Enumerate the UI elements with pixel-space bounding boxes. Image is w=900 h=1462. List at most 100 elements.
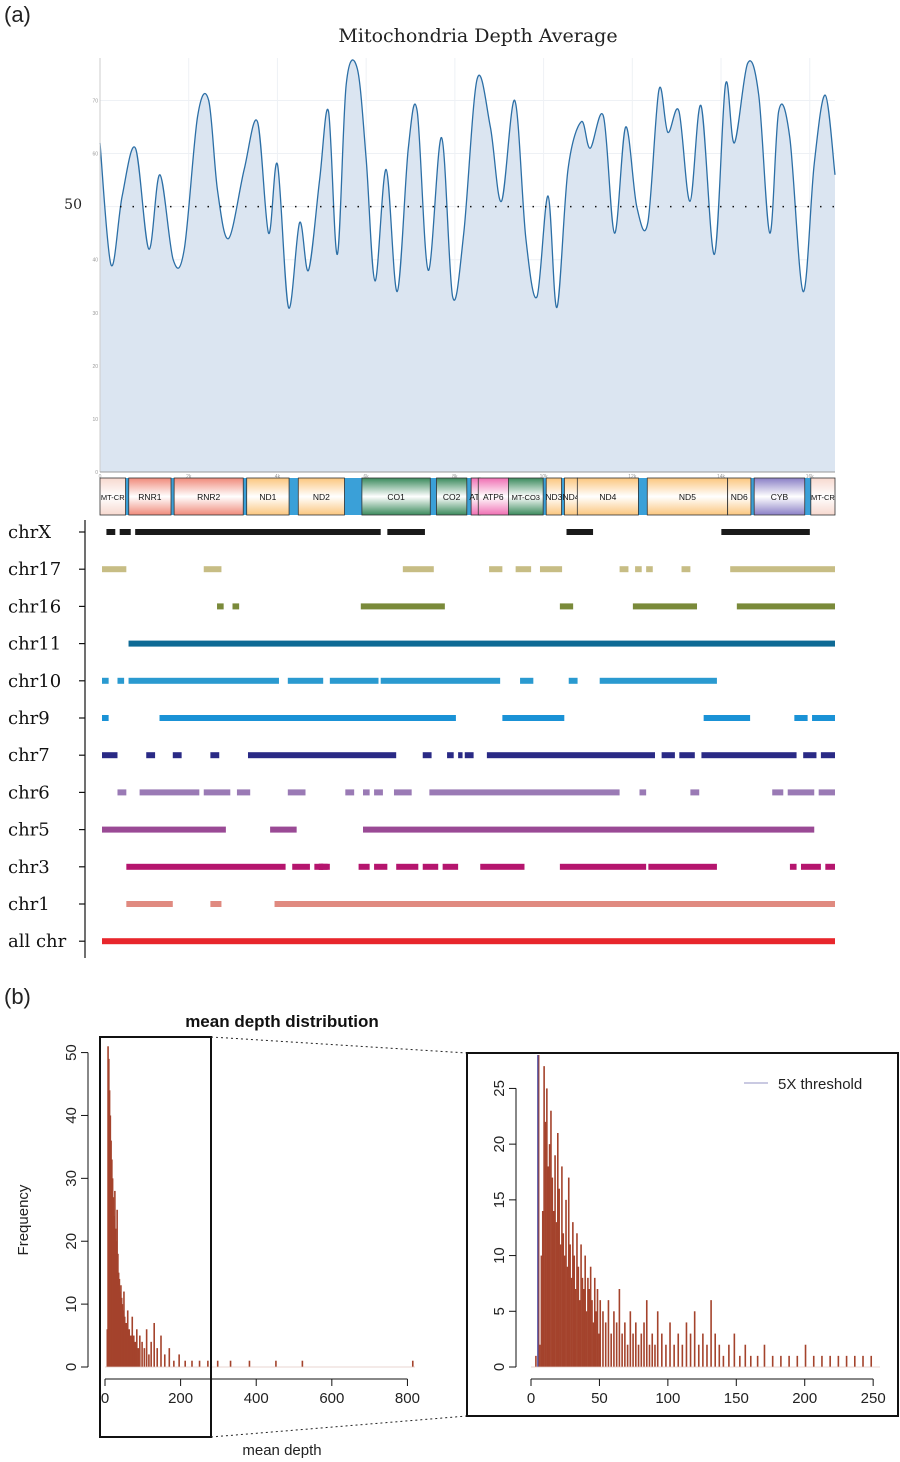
hist-full-bar <box>129 1335 132 1367</box>
depth-x-tick-label: 6k <box>364 474 370 480</box>
gene-label: MT-CO3 <box>512 493 540 502</box>
panel-label-a: (a) <box>4 2 31 27</box>
hist-zoom-x-tick-label: 250 <box>861 1390 886 1407</box>
hist-zoom-bar <box>615 1322 618 1367</box>
track-label: chr6 <box>8 782 50 803</box>
track-segment <box>117 677 125 684</box>
hist-full-x-tick-label: 0 <box>101 1390 109 1407</box>
track-segment <box>639 789 647 796</box>
hist-zoom-bar <box>555 1222 558 1367</box>
hist-zoom-bar <box>733 1333 736 1367</box>
hist-zoom-bar <box>654 1344 656 1367</box>
depth-x-tick-label: 2k <box>186 474 192 480</box>
gene-label: ND5 <box>679 492 696 502</box>
hist-zoom-bar <box>573 1255 576 1367</box>
gene-label: ND2 <box>313 492 330 502</box>
gene-block <box>246 477 290 516</box>
hist-zoom-bar <box>714 1333 716 1367</box>
hist-zoom-bar <box>591 1300 593 1367</box>
hist-zoom-bar <box>610 1333 612 1367</box>
track-segment <box>568 677 578 684</box>
hist-full-x-tick-label: 400 <box>244 1390 269 1407</box>
track-segment <box>559 603 574 610</box>
hist-full-bar <box>156 1348 159 1367</box>
track-segment <box>458 752 463 759</box>
depth-area-fill <box>100 59 835 472</box>
gene-block <box>361 477 431 516</box>
hist-zoom-x-tick-label: 150 <box>724 1390 749 1407</box>
depth-y-tick-label: 30 <box>92 311 98 317</box>
hist-zoom-bar <box>739 1355 741 1367</box>
histogram-full-axes: 0 200 400 600 800 0 10 20 30 40 50 <box>63 1044 420 1407</box>
gene-label: RNR1 <box>138 492 161 502</box>
hist-zoom-bar <box>572 1222 574 1367</box>
hist-zoom-bar <box>562 1233 565 1367</box>
hist-zoom-bar <box>771 1355 774 1367</box>
hist-full-bar <box>178 1354 180 1367</box>
hist-zoom-bar <box>788 1355 790 1367</box>
hist-zoom-bar <box>554 1155 556 1367</box>
track-segment <box>800 863 821 870</box>
hist-zoom-y-tick-label: 10 <box>491 1247 508 1264</box>
hist-zoom-bar <box>689 1333 692 1367</box>
track-segment <box>825 863 835 870</box>
hist-zoom-y-tick-label: 25 <box>491 1080 508 1097</box>
track-segment <box>559 863 647 870</box>
hist-full-bar <box>123 1316 126 1367</box>
hist-zoom-bar <box>862 1355 864 1367</box>
hist-full-bar <box>139 1335 141 1367</box>
histogram-x-label: mean depth <box>242 1442 321 1459</box>
chromosome-tracks: chrX chr17 chr16 chr11 chr10 chr9 chr7 chr6 chr5… <box>8 520 835 958</box>
hist-zoom-bar <box>563 1255 566 1367</box>
gene-label: ND4 <box>563 492 580 502</box>
hist-zoom-bar <box>607 1300 610 1367</box>
track-segment <box>632 603 698 610</box>
legend-label: 5X threshold <box>778 1076 862 1093</box>
hist-zoom-bar <box>567 1177 570 1367</box>
hist-full-y-tick-label: 20 <box>63 1233 80 1250</box>
hist-zoom-bar <box>669 1322 671 1367</box>
track-segment <box>287 789 306 796</box>
hist-zoom-bar <box>645 1300 648 1367</box>
hist-zoom-bar <box>626 1344 629 1367</box>
gene-block <box>508 477 544 516</box>
track-segment <box>374 863 388 870</box>
track-label: chr16 <box>8 596 61 617</box>
hist-zoom-y-tick-label: 0 <box>491 1363 508 1371</box>
hist-zoom-bar <box>643 1322 645 1367</box>
hist-zoom-y-tick-label: 5 <box>491 1307 508 1315</box>
track-segment <box>789 863 797 870</box>
track-segment <box>274 901 835 907</box>
track-segment <box>102 677 109 684</box>
track-segment <box>646 566 653 573</box>
hist-zoom-bar <box>602 1311 604 1367</box>
track-segment <box>358 863 370 870</box>
track-segment <box>135 529 381 535</box>
track-segment <box>402 566 434 573</box>
track-segment <box>820 752 835 759</box>
histogram-zoom-axes: 0 50 100 150 200 250 0 5 10 15 20 25 <box>491 1080 886 1407</box>
hist-zoom-bar <box>535 1355 537 1367</box>
gene-label: ATI <box>469 492 482 502</box>
gene-block <box>436 477 468 516</box>
track-label: chr5 <box>8 820 50 841</box>
hist-zoom-bar <box>604 1322 607 1367</box>
reference-line-label: 50 <box>64 197 82 213</box>
hist-zoom-bar <box>537 1055 540 1367</box>
track-label: all chr <box>8 931 67 952</box>
track-segment <box>119 529 131 535</box>
gene-block <box>173 477 244 516</box>
histogram-full: mean depth distribution mean depth Frequ… <box>15 1012 420 1459</box>
hist-zoom-bar <box>570 1277 573 1367</box>
hist-zoom-bar <box>544 1121 547 1367</box>
gene-block <box>753 477 806 516</box>
hist-zoom-bar <box>584 1255 586 1367</box>
track-segment <box>635 566 642 573</box>
track-segment <box>464 752 474 759</box>
hist-full-bar <box>411 1360 414 1367</box>
histogram-y-label: Frequency <box>15 1184 32 1255</box>
hist-zoom-bar <box>613 1311 615 1367</box>
depth-chart-title: Mitochondria Depth Average <box>338 25 617 47</box>
hist-zoom-bar <box>763 1344 766 1367</box>
hist-full-x-tick-label: 600 <box>319 1390 344 1407</box>
